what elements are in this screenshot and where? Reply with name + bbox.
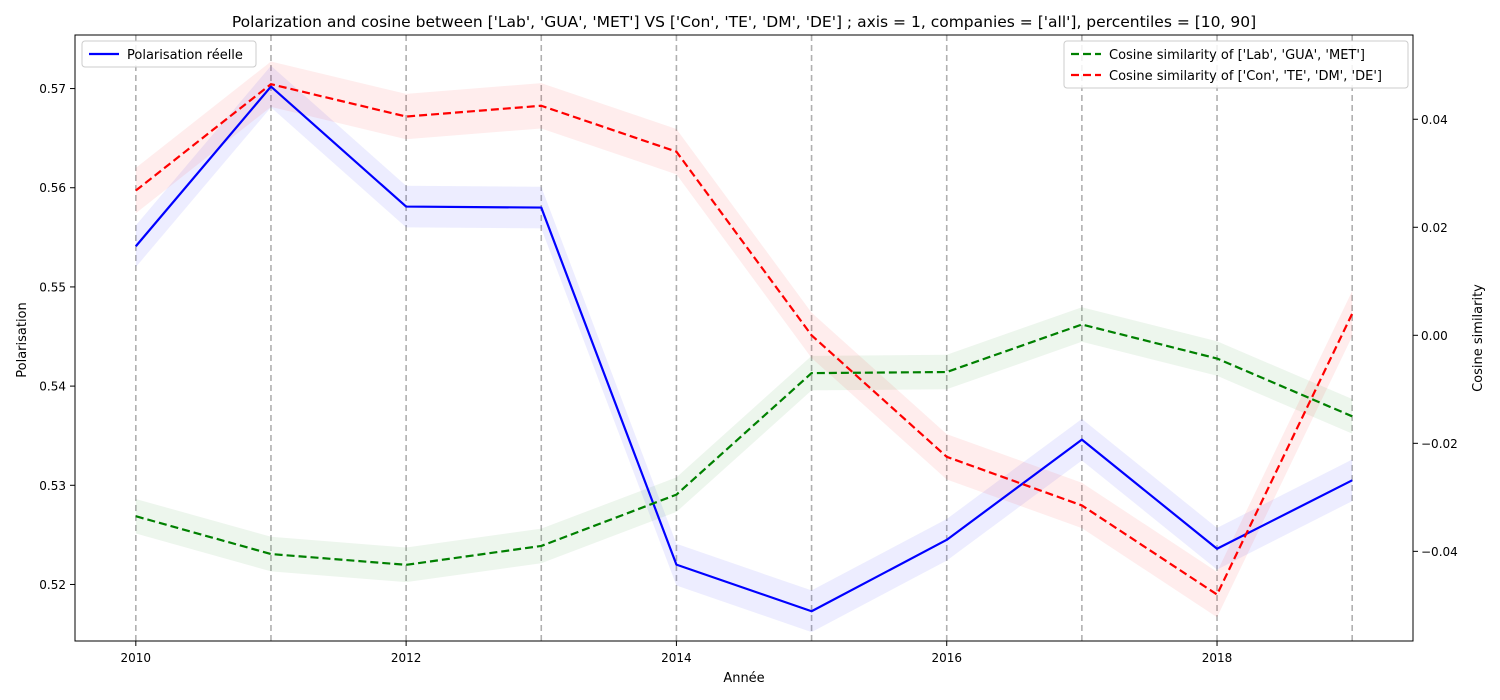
- series-1-band: [135, 307, 1353, 583]
- legend-right: Cosine similarity of ['Lab', 'GUA', 'MET…: [1063, 40, 1409, 89]
- series-1-line: [135, 323, 1353, 566]
- y-left-tick-label-2: 0.54: [39, 380, 66, 394]
- y-left-tick-label-3: 0.55: [39, 280, 66, 294]
- y-right-tick-label-0: −0.04: [1421, 545, 1458, 559]
- legend-label-polarisation: Polarisation réelle: [127, 48, 243, 63]
- chart-title: Polarization and cosine between ['Lab', …: [232, 13, 1256, 31]
- series-2-band: [135, 61, 1353, 618]
- legend-right-box: [1063, 40, 1409, 89]
- y-axis-left: 0.52 0.53 0.54 0.55 0.56 0.57: [39, 82, 75, 592]
- x-axis: 2010 2012 2014 2016 2018: [121, 641, 1233, 665]
- y-axis-left-label: Polarisation: [15, 302, 30, 378]
- series-lines: [134, 83, 1354, 613]
- x-tick-label-2014: 2014: [661, 651, 692, 665]
- x-tick-label-2018: 2018: [1202, 651, 1233, 665]
- x-axis-label: Année: [723, 671, 764, 686]
- y-right-tick-label-2: 0.00: [1421, 329, 1448, 343]
- legend-left-box: [81, 40, 257, 68]
- y-axis-right-label: Cosine similarity: [1471, 284, 1486, 392]
- y-right-tick-label-4: 0.04: [1421, 113, 1448, 127]
- x-tick-label-2012: 2012: [391, 651, 422, 665]
- series-0-line: [134, 85, 1353, 613]
- y-left-tick-label-1: 0.53: [39, 479, 66, 493]
- x-tick-label-2010: 2010: [121, 651, 152, 665]
- y-left-tick-label-0: 0.52: [39, 578, 66, 592]
- legend-left: Polarisation réelle: [81, 40, 257, 68]
- y-right-tick-label-3: 0.02: [1421, 221, 1448, 235]
- y-right-tick-label-1: −0.02: [1421, 437, 1458, 451]
- y-left-tick-label-5: 0.57: [39, 82, 66, 96]
- y-left-tick-label-4: 0.56: [39, 181, 66, 195]
- legend-label-cosine-con: Cosine similarity of ['Con', 'TE', 'DM',…: [1109, 69, 1382, 84]
- series-2-line: [135, 83, 1354, 596]
- legend-label-cosine-lab: Cosine similarity of ['Lab', 'GUA', 'MET…: [1109, 48, 1365, 63]
- y-axis-right: −0.04 −0.02 0.00 0.02 0.04: [1413, 113, 1458, 559]
- plot-area-frame: [74, 34, 1414, 642]
- x-tick-label-2016: 2016: [931, 651, 962, 665]
